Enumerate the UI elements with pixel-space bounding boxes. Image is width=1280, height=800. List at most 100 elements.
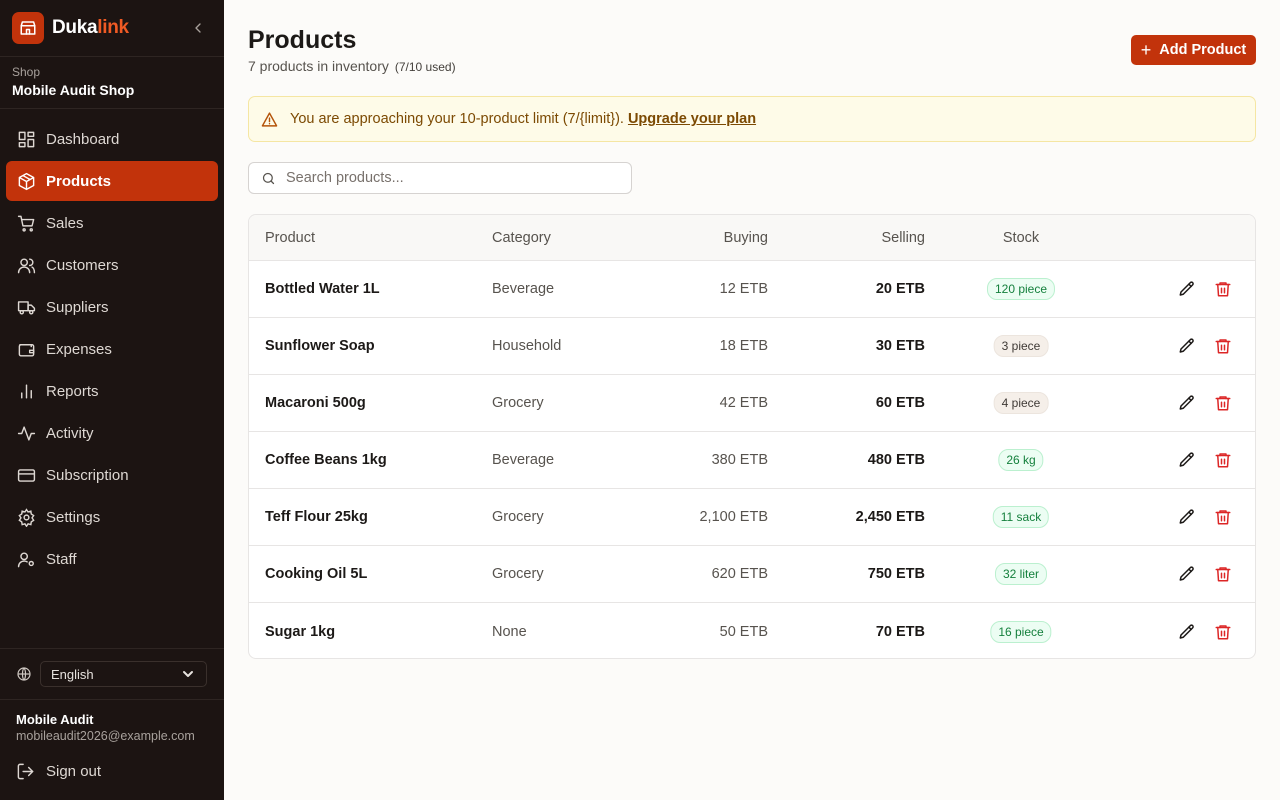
sidebar-item-staff[interactable]: Staff — [6, 539, 218, 579]
trash-icon — [1215, 339, 1231, 354]
trash-icon — [1215, 396, 1231, 411]
limit-alert: You are approaching your 10-product limi… — [248, 96, 1256, 142]
buying-price: 18 ETB — [719, 338, 768, 354]
credit-card-icon — [17, 468, 36, 482]
column-header-product: Product — [265, 229, 315, 246]
sign-out-button[interactable]: Sign out — [16, 762, 101, 781]
table-row: Macaroni 500g Grocery 42 ETB 60 ETB 4 pi… — [249, 375, 1255, 432]
pencil-icon — [1179, 281, 1194, 296]
selling-price: 2,450 ETB — [855, 509, 925, 525]
product-category: Grocery — [492, 566, 544, 582]
delete-button[interactable] — [1214, 280, 1232, 298]
sidebar-item-expenses[interactable]: Expenses — [6, 329, 218, 369]
brand: Dukalink — [0, 0, 224, 57]
add-product-button[interactable]: + Add Product — [1131, 35, 1256, 65]
table-header: Product Category Buying Selling Stock — [249, 215, 1255, 261]
shop-name: Mobile Audit Shop — [12, 82, 135, 98]
shop-label: Shop — [12, 65, 41, 79]
sidebar-nav: Dashboard Products Sales Customers Suppl… — [0, 109, 224, 579]
delete-button[interactable] — [1214, 451, 1232, 469]
table-row: Teff Flour 25kg Grocery 2,100 ETB 2,450 … — [249, 489, 1255, 546]
selling-price: 20 ETB — [875, 281, 925, 297]
products-table: Product Category Buying Selling Stock Bo… — [248, 214, 1256, 659]
delete-button[interactable] — [1214, 623, 1232, 641]
pencil-icon — [1179, 566, 1194, 581]
users-icon — [17, 257, 36, 273]
chevron-left-icon — [195, 23, 201, 33]
pencil-icon — [1179, 395, 1194, 410]
language-select[interactable]: English — [40, 661, 207, 687]
stock-badge: 4 piece — [993, 392, 1049, 414]
sidebar-item-subscription[interactable]: Subscription — [6, 455, 218, 495]
column-header-selling: Selling — [881, 229, 925, 246]
sidebar-item-label: Dashboard — [46, 130, 120, 148]
delete-button[interactable] — [1214, 337, 1232, 355]
brand-name-part2: link — [97, 17, 129, 38]
sidebar-item-label: Products — [46, 172, 112, 190]
edit-button[interactable] — [1178, 508, 1196, 526]
product-name: Sugar 1kg — [265, 623, 336, 640]
product-name: Cooking Oil 5L — [265, 566, 368, 582]
selling-price: 480 ETB — [867, 452, 925, 468]
edit-button[interactable] — [1178, 394, 1196, 412]
product-category: None — [492, 623, 527, 640]
user-info: Mobile Audit mobileaudit2026@example.com — [16, 712, 195, 743]
buying-price: 50 ETB — [719, 623, 768, 640]
column-header-stock: Stock — [1002, 229, 1040, 246]
product-name: Macaroni 500g — [265, 395, 366, 411]
selling-price: 70 ETB — [875, 623, 925, 640]
sidebar: Dukalink Shop Mobile Audit Shop Dashboar… — [0, 0, 224, 800]
sidebar-item-activity[interactable]: Activity — [6, 413, 218, 453]
delete-button[interactable] — [1214, 565, 1232, 583]
sidebar-item-suppliers[interactable]: Suppliers — [6, 287, 218, 327]
trash-icon — [1215, 567, 1231, 582]
sidebar-item-label: Settings — [46, 508, 101, 526]
stock-badge: 16 piece — [990, 620, 1052, 643]
sidebar-item-label: Staff — [46, 550, 77, 568]
globe-icon — [17, 667, 31, 681]
upgrade-plan-link[interactable]: Upgrade your plan — [627, 111, 757, 127]
delete-button[interactable] — [1214, 508, 1232, 526]
buying-price: 12 ETB — [719, 281, 768, 297]
selling-price: 750 ETB — [867, 566, 925, 582]
trash-icon — [1215, 624, 1231, 639]
sidebar-item-reports[interactable]: Reports — [6, 371, 218, 411]
sidebar-item-label: Expenses — [46, 340, 112, 358]
edit-button[interactable] — [1178, 337, 1196, 355]
product-category: Grocery — [492, 395, 544, 411]
search-input[interactable] — [286, 170, 606, 186]
activity-icon — [17, 425, 36, 441]
sidebar-item-customers[interactable]: Customers — [6, 245, 218, 285]
sidebar-item-dashboard[interactable]: Dashboard — [6, 119, 218, 159]
page-subtitle: 7 products in inventory (7/10 used) — [248, 58, 456, 74]
log-out-icon — [17, 763, 34, 780]
edit-button[interactable] — [1178, 623, 1196, 641]
pencil-icon — [1179, 452, 1194, 467]
product-name: Teff Flour 25kg — [265, 509, 368, 525]
collapse-sidebar-button[interactable] — [190, 20, 206, 36]
sign-out-label: Sign out — [46, 763, 102, 780]
chevron-down-icon — [183, 671, 193, 677]
delete-button[interactable] — [1214, 394, 1232, 412]
bar-chart-icon — [21, 383, 32, 399]
user-cog-icon — [17, 551, 34, 567]
product-category: Beverage — [492, 281, 555, 297]
language-selected: English — [51, 666, 94, 682]
shopping-cart-icon — [17, 215, 35, 232]
edit-button[interactable] — [1178, 565, 1196, 583]
trash-icon — [1215, 510, 1231, 525]
product-name: Sunflower Soap — [265, 338, 375, 354]
usage-count: (7/10 used) — [394, 60, 456, 74]
warning-icon — [261, 111, 278, 127]
brand-name-part1: Duka — [52, 17, 98, 38]
edit-button[interactable] — [1178, 280, 1196, 298]
sidebar-item-products[interactable]: Products — [6, 161, 218, 201]
edit-button[interactable] — [1178, 451, 1196, 469]
buying-price: 2,100 ETB — [699, 509, 768, 525]
table-body: Bottled Water 1L Beverage 12 ETB 20 ETB … — [249, 261, 1255, 658]
sidebar-item-sales[interactable]: Sales — [6, 203, 218, 243]
add-product-label: Add Product — [1159, 42, 1247, 58]
sidebar-item-settings[interactable]: Settings — [6, 497, 218, 537]
user-email: mobileaudit2026@example.com — [16, 729, 195, 743]
product-category: Grocery — [492, 509, 544, 525]
